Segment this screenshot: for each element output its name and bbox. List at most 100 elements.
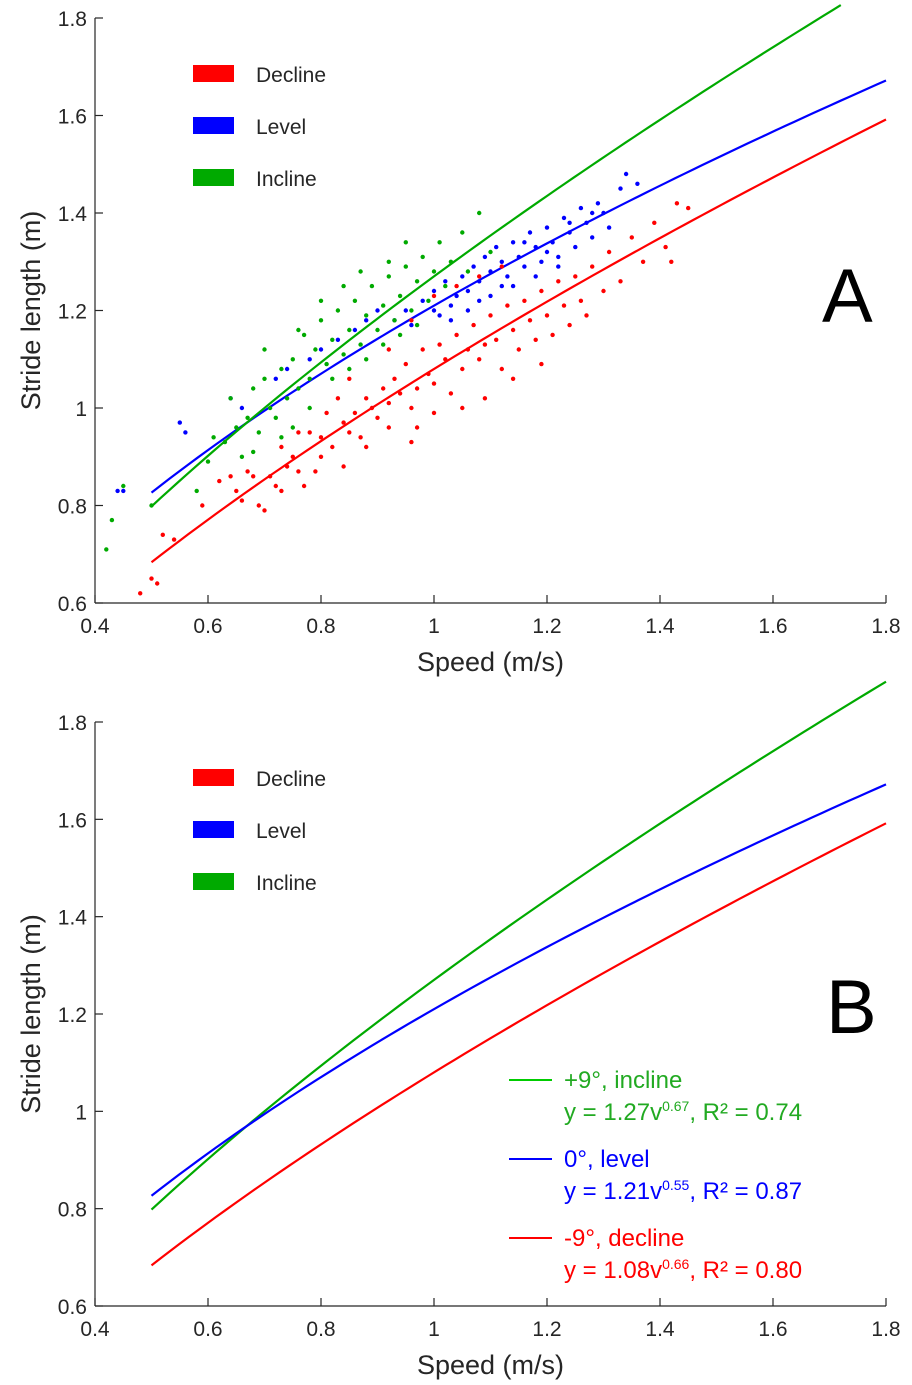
data-point-incline bbox=[364, 357, 369, 362]
data-point-incline bbox=[313, 347, 318, 352]
data-point-incline bbox=[465, 269, 471, 274]
data-point-level bbox=[471, 264, 476, 269]
data-point-level bbox=[635, 181, 640, 186]
data-point-level bbox=[448, 318, 454, 323]
data-point-decline bbox=[330, 444, 335, 450]
data-point-decline bbox=[454, 283, 459, 289]
data-point-level bbox=[121, 488, 126, 494]
y-tick-label: 1.8 bbox=[58, 712, 87, 735]
data-point-level bbox=[539, 259, 544, 264]
data-point-incline bbox=[318, 298, 324, 303]
data-point-level bbox=[375, 308, 380, 313]
data-point-level bbox=[561, 215, 567, 221]
data-point-level bbox=[284, 366, 290, 372]
equation-exponent: 0.55 bbox=[662, 1177, 689, 1193]
data-point-level bbox=[273, 376, 278, 381]
data-point-incline bbox=[375, 327, 380, 333]
data-point-decline bbox=[561, 303, 567, 308]
data-point-level bbox=[403, 308, 408, 313]
legend-label: Decline bbox=[256, 768, 326, 791]
x-tick-label: 0.4 bbox=[80, 615, 110, 638]
data-point-incline bbox=[222, 439, 228, 445]
equation-r2: , R² = 0.74 bbox=[689, 1099, 802, 1126]
fit-curve bbox=[150, 680, 887, 1211]
data-point-decline bbox=[510, 376, 516, 381]
data-point-decline bbox=[403, 361, 408, 367]
data-point-level bbox=[505, 274, 510, 279]
data-point-decline bbox=[155, 581, 160, 586]
data-point-level bbox=[409, 322, 414, 328]
data-point-decline bbox=[284, 464, 290, 469]
data-point-decline bbox=[256, 503, 261, 508]
legend-swatch-decline bbox=[193, 769, 234, 786]
data-point-level bbox=[465, 308, 471, 313]
data-point-incline bbox=[431, 269, 437, 274]
legend-label: Incline bbox=[256, 168, 317, 191]
x-tick-label: 1.4 bbox=[645, 615, 675, 638]
data-point-level bbox=[115, 488, 120, 494]
legend-label: Incline bbox=[256, 872, 317, 895]
data-point-incline bbox=[251, 449, 256, 455]
legend-swatch-incline bbox=[193, 873, 234, 890]
y-tick-label: 1.6 bbox=[58, 106, 87, 129]
data-point-decline bbox=[414, 425, 420, 430]
data-point-incline bbox=[149, 503, 154, 508]
data-point-level bbox=[578, 205, 584, 211]
legend-swatch-level bbox=[193, 117, 234, 134]
legend-swatch-level bbox=[193, 821, 234, 838]
data-point-level bbox=[183, 430, 188, 435]
data-point-incline bbox=[437, 240, 442, 245]
data-point-incline bbox=[426, 298, 431, 303]
data-point-decline bbox=[505, 303, 510, 308]
data-point-level bbox=[590, 235, 595, 240]
data-point-incline bbox=[392, 318, 397, 323]
panel-letter: A bbox=[822, 254, 873, 339]
data-point-decline bbox=[138, 591, 143, 596]
data-point-incline bbox=[403, 240, 408, 245]
data-point-decline bbox=[629, 235, 634, 240]
data-point-incline bbox=[397, 332, 403, 338]
data-point-decline bbox=[499, 366, 504, 372]
data-point-decline bbox=[358, 435, 363, 440]
data-point-incline bbox=[284, 396, 290, 401]
fit-legend-name: +9°, incline bbox=[564, 1067, 682, 1094]
legend-swatch-decline bbox=[193, 65, 234, 82]
data-point-decline bbox=[584, 313, 589, 318]
fit-curve bbox=[150, 79, 887, 494]
data-point-decline bbox=[527, 318, 533, 323]
data-point-incline bbox=[290, 425, 295, 430]
data-point-decline bbox=[318, 454, 324, 459]
data-point-decline bbox=[392, 376, 397, 381]
data-point-incline bbox=[358, 342, 363, 347]
data-point-incline bbox=[347, 366, 352, 372]
data-point-incline bbox=[347, 327, 352, 333]
data-point-level bbox=[499, 283, 504, 289]
y-tick-label: 1.6 bbox=[58, 809, 87, 832]
data-point-incline bbox=[256, 430, 261, 435]
data-point-decline bbox=[460, 405, 465, 411]
y-tick-label: 1.2 bbox=[58, 301, 87, 324]
data-point-incline bbox=[251, 386, 256, 391]
data-point-decline bbox=[488, 313, 493, 318]
legend-label: Level bbox=[256, 116, 306, 139]
data-point-incline bbox=[397, 293, 403, 299]
data-point-decline bbox=[307, 430, 312, 435]
data-point-incline bbox=[443, 283, 448, 289]
data-point-decline bbox=[539, 361, 544, 367]
fit-equation: y = 1.27v0.67, R² = 0.74 bbox=[564, 1098, 802, 1126]
data-point-decline bbox=[313, 469, 318, 474]
data-point-level bbox=[494, 244, 499, 250]
data-point-decline bbox=[533, 337, 538, 342]
data-point-incline bbox=[414, 279, 420, 284]
data-point-decline bbox=[618, 279, 623, 284]
data-point-decline bbox=[273, 483, 278, 489]
data-point-incline bbox=[330, 376, 335, 381]
data-point-decline bbox=[386, 400, 391, 406]
data-point-decline bbox=[578, 298, 584, 303]
data-point-level bbox=[431, 288, 437, 294]
equation-prefix: y = 1.27v bbox=[564, 1099, 662, 1126]
data-point-level bbox=[516, 254, 521, 260]
data-point-decline bbox=[640, 259, 646, 264]
data-point-decline bbox=[663, 244, 668, 250]
